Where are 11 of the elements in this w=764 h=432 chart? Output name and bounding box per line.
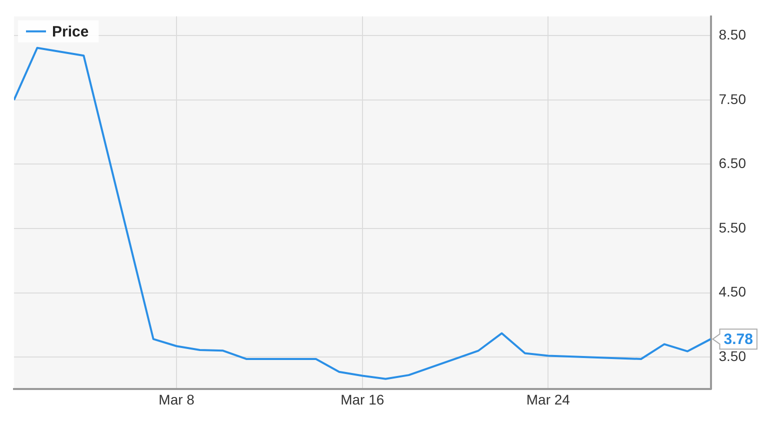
y-tick-label: 4.50 [718, 284, 746, 300]
y-tick-label: 7.50 [718, 90, 746, 107]
x-tick-label: Mar 8 [158, 391, 195, 408]
y-tick-label: 8.50 [718, 26, 746, 43]
x-tick-label: Mar 24 [526, 391, 570, 408]
y-tick-label: 6.50 [718, 155, 746, 172]
x-tick-label: Mar 16 [340, 391, 384, 408]
y-tick-label: 5.50 [718, 219, 746, 236]
annotation: 3.78 [724, 331, 753, 348]
legend-label: Price [52, 24, 89, 41]
y-tick-label: 3.50 [718, 348, 746, 364]
